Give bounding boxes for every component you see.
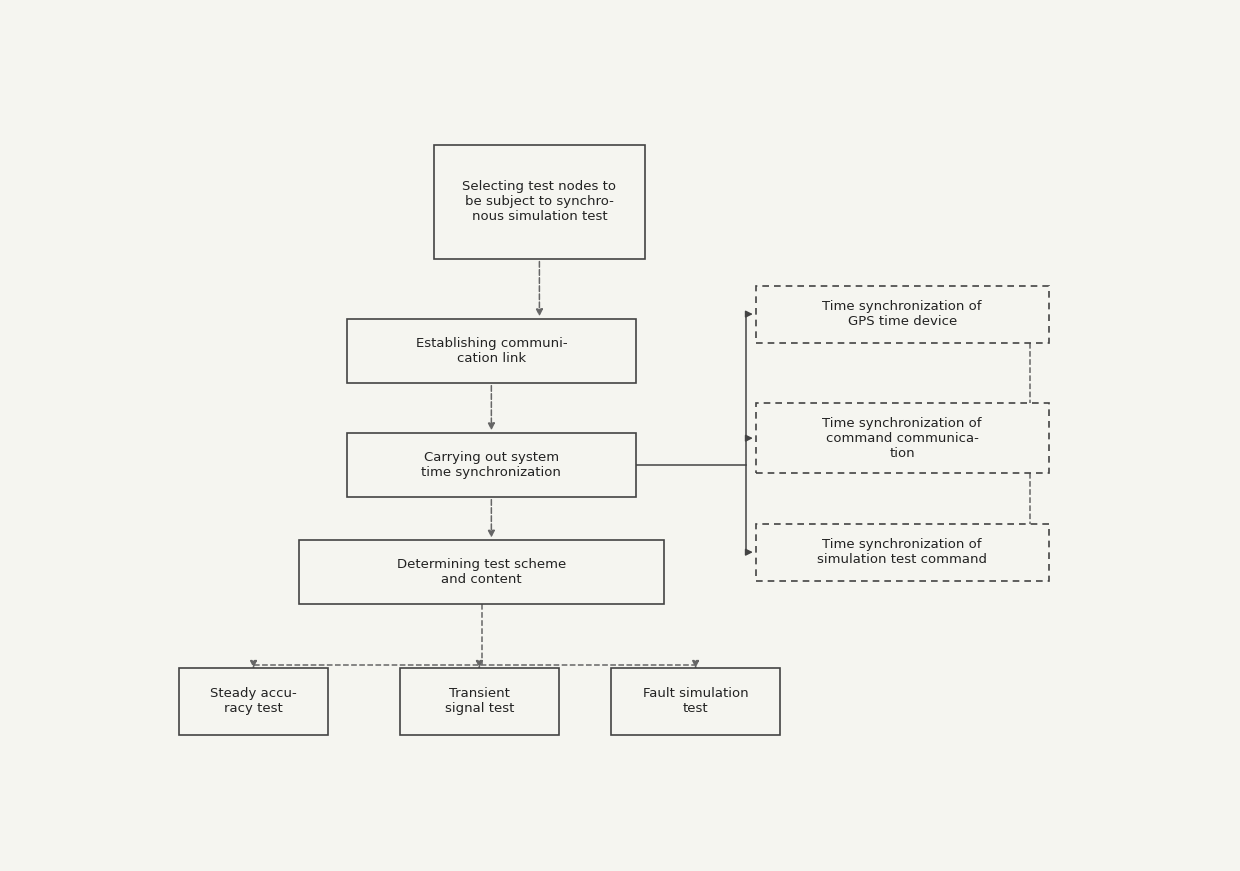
Text: Steady accu-
racy test: Steady accu- racy test <box>210 687 296 715</box>
FancyBboxPatch shape <box>179 668 327 735</box>
FancyBboxPatch shape <box>755 523 1049 581</box>
FancyBboxPatch shape <box>347 319 635 383</box>
Text: Time synchronization of
command communica-
tion: Time synchronization of command communic… <box>822 416 982 460</box>
Text: Fault simulation
test: Fault simulation test <box>642 687 749 715</box>
FancyBboxPatch shape <box>755 403 1049 474</box>
FancyBboxPatch shape <box>434 145 645 259</box>
FancyBboxPatch shape <box>401 668 559 735</box>
FancyBboxPatch shape <box>347 433 635 496</box>
Text: Time synchronization of
simulation test command: Time synchronization of simulation test … <box>817 538 987 566</box>
FancyBboxPatch shape <box>611 668 780 735</box>
Text: Transient
signal test: Transient signal test <box>445 687 515 715</box>
FancyBboxPatch shape <box>299 540 665 604</box>
FancyBboxPatch shape <box>755 286 1049 342</box>
Text: Time synchronization of
GPS time device: Time synchronization of GPS time device <box>822 300 982 328</box>
Text: Determining test scheme
and content: Determining test scheme and content <box>397 558 567 586</box>
Text: Carrying out system
time synchronization: Carrying out system time synchronization <box>422 451 562 479</box>
Text: Selecting test nodes to
be subject to synchro-
nous simulation test: Selecting test nodes to be subject to sy… <box>463 180 616 223</box>
Text: Establishing communi-
cation link: Establishing communi- cation link <box>415 337 567 365</box>
